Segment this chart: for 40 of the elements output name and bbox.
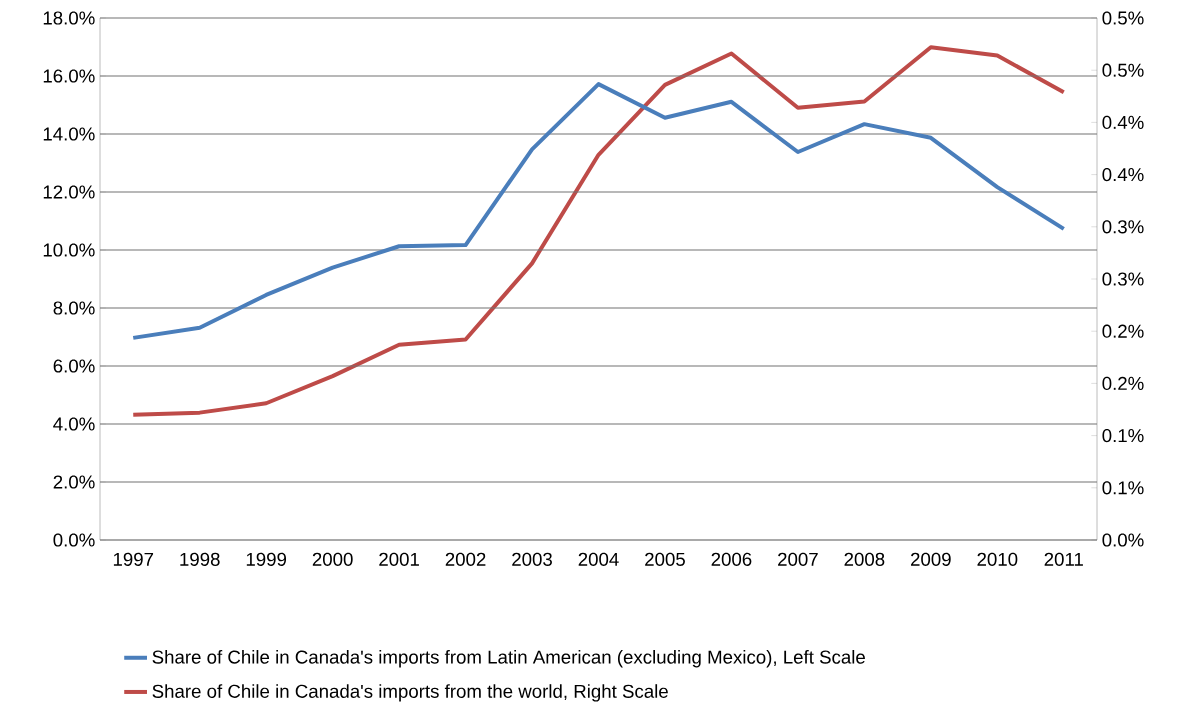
y-tick-label: 14.0% (43, 127, 95, 141)
x-tick-label: 1999 (246, 552, 287, 566)
y-tick-label: 10.0% (43, 243, 95, 257)
y2-tick-label: 0.2% (1102, 376, 1144, 391)
x-tick-label: 2010 (977, 552, 1018, 566)
x-tick-label: 1998 (180, 552, 220, 566)
y2-tick-label: 0.1% (1102, 428, 1144, 443)
legend-label: Share of Chile in Canada's imports from the world, Right Scale (152, 684, 668, 702)
x-tick-label: 1997 (113, 552, 154, 566)
x-tick-label: 2004 (578, 552, 619, 566)
y-tick-label: 8.0% (53, 301, 95, 315)
y-tick-label: 12.0% (43, 185, 95, 199)
y2-tick-label: 0.1% (1102, 481, 1144, 495)
x-tick-label: 2000 (312, 552, 353, 566)
y2-tick-label: 0.4% (1102, 115, 1144, 130)
x-tick-label: 2001 (379, 552, 419, 566)
x-tick-label: 2003 (512, 552, 552, 566)
line-series (131, 45, 1066, 417)
y2-tick-label: 0.0% (1102, 533, 1144, 547)
x-tick-label: 2009 (911, 552, 951, 566)
y-tick-label: 16.0% (43, 69, 95, 83)
y-tick-label: 0.0% (53, 533, 95, 547)
x-tick-label: 2011 (1044, 552, 1083, 566)
y-tick-label: 6.0% (53, 359, 95, 373)
y2-tick-label: 0.4% (1102, 167, 1144, 182)
x-tick-label: 2005 (645, 552, 685, 566)
y2-tick-label: 0.5% (1102, 11, 1144, 25)
x-tick-label: 2006 (711, 552, 752, 566)
y2-tick-label: 0.3% (1102, 272, 1144, 286)
y2-tick-label: 0.2% (1102, 324, 1144, 338)
x-tick-label: 2007 (778, 552, 818, 566)
y2-tick-label: 0.3% (1102, 220, 1144, 234)
y-tick-label: 18.0% (43, 11, 95, 25)
x-tick-label: 2002 (445, 552, 486, 566)
y-tick-label: 2.0% (53, 475, 95, 489)
legend-label: Share of Chile in Canada's imports from Latin American (excluding Mexico), Left Scale (152, 650, 865, 668)
y-tick-label: 4.0% (53, 417, 95, 431)
x-tick-label: 2008 (844, 552, 885, 566)
line-series (131, 82, 1066, 340)
y2-tick-label: 0.5% (1102, 63, 1144, 77)
